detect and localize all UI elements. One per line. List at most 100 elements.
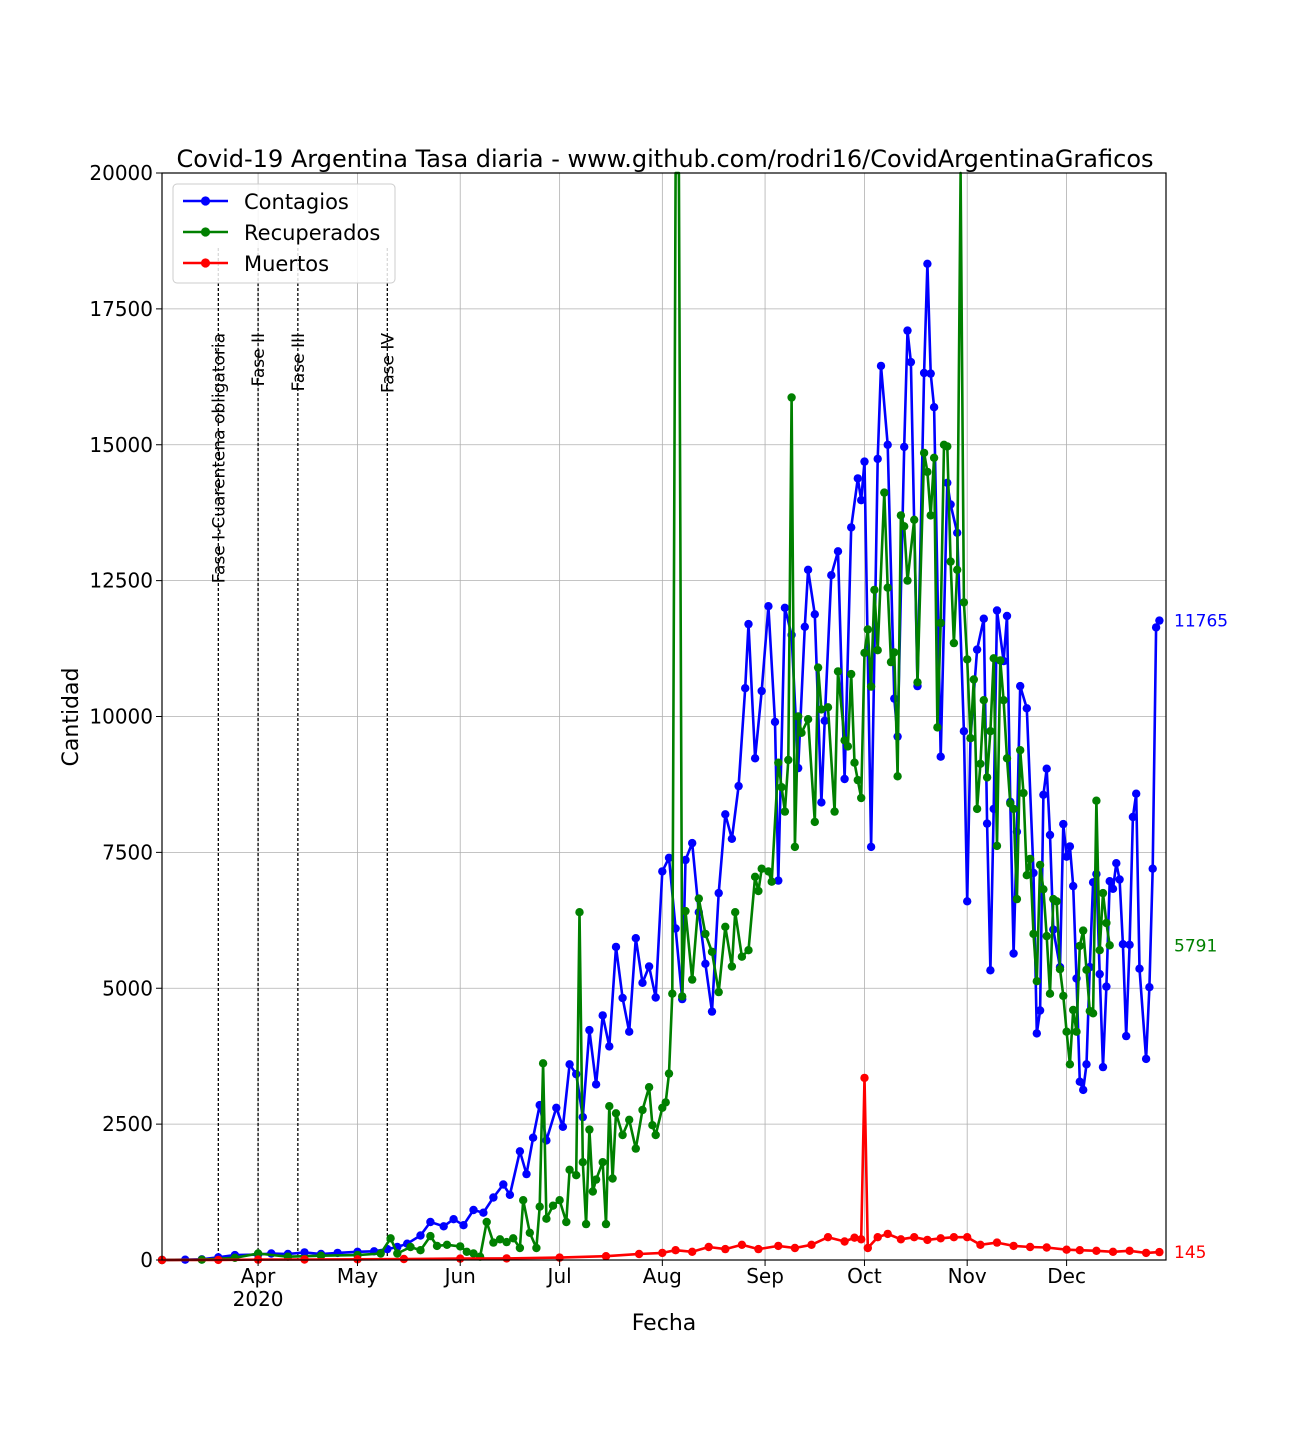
data-point <box>982 819 992 828</box>
data-point <box>929 403 939 412</box>
data-point <box>1062 852 1071 861</box>
data-point <box>1062 1245 1071 1254</box>
data-point <box>1132 789 1141 798</box>
data-point <box>890 648 899 657</box>
data-point <box>807 1240 816 1250</box>
y-axis-label: Cantidad <box>59 668 84 767</box>
data-point <box>1108 1247 1118 1257</box>
data-point <box>585 1025 594 1035</box>
data-point <box>1022 704 1031 713</box>
data-point <box>873 454 882 464</box>
data-point <box>810 610 819 619</box>
data-point <box>803 565 813 574</box>
data-point <box>744 619 753 629</box>
data-point <box>625 1115 634 1125</box>
data-point <box>694 894 703 903</box>
y-tick-label: 5000 <box>102 976 153 1000</box>
data-point <box>820 716 829 725</box>
data-point <box>1002 611 1012 621</box>
data-point <box>489 1193 498 1202</box>
data-point <box>827 571 836 580</box>
data-point <box>900 442 909 452</box>
data-point <box>1105 941 1114 950</box>
data-point <box>982 773 992 782</box>
data-point <box>959 727 969 736</box>
data-point <box>810 817 819 827</box>
data-point <box>1115 875 1124 884</box>
data-point <box>1072 1027 1081 1036</box>
data-point <box>502 1237 511 1247</box>
data-point <box>462 1247 471 1257</box>
data-point <box>853 474 862 483</box>
data-point <box>1069 881 1078 891</box>
x-tick-label: Jun <box>443 1264 476 1288</box>
data-point <box>966 734 975 743</box>
data-point <box>757 686 766 696</box>
data-point <box>949 1233 959 1242</box>
data-point <box>528 1133 538 1142</box>
data-point <box>565 1060 574 1069</box>
data-point <box>999 696 1008 705</box>
data-point <box>509 1234 518 1243</box>
data-point <box>1082 1060 1091 1069</box>
data-point <box>532 1243 541 1253</box>
data-point <box>469 1249 478 1258</box>
data-point <box>406 1242 415 1252</box>
data-point <box>1025 1242 1035 1252</box>
data-point <box>853 775 862 785</box>
data-point <box>803 715 813 724</box>
data-point <box>777 783 786 792</box>
data-point <box>1102 918 1111 928</box>
data-point <box>1042 931 1051 941</box>
data-point <box>1059 819 1068 829</box>
data-point <box>870 585 879 595</box>
data-point <box>750 872 760 881</box>
data-point <box>1141 1054 1151 1064</box>
data-point <box>1118 940 1128 949</box>
data-point <box>847 523 856 532</box>
data-point <box>857 496 866 505</box>
data-point <box>376 1249 385 1258</box>
x-tick-label: Dec <box>1047 1264 1086 1288</box>
data-point <box>1092 1246 1101 1256</box>
end-label-muertos: 145 <box>1174 1243 1206 1263</box>
data-point <box>591 1080 601 1089</box>
legend-label: Muertos <box>244 252 329 276</box>
data-point <box>976 759 985 768</box>
data-point <box>469 1205 478 1215</box>
data-point <box>823 1233 833 1242</box>
y-tick-label: 12500 <box>89 569 153 593</box>
data-point <box>800 622 809 631</box>
data-point <box>770 717 780 727</box>
data-point <box>919 368 929 378</box>
data-point <box>456 1254 465 1263</box>
data-point <box>906 357 916 367</box>
data-point <box>1088 1009 1098 1018</box>
phase-lines: Fase I-Cuarentena obligatoria Fase II Fase… <box>209 248 398 1260</box>
data-point <box>959 598 969 607</box>
data-point <box>943 442 952 451</box>
data-point <box>1009 949 1018 958</box>
data-point <box>1039 790 1048 799</box>
phase-label: Fase IV <box>378 333 398 393</box>
data-point <box>449 1215 458 1224</box>
data-point <box>992 606 1002 615</box>
data-point <box>883 440 892 449</box>
data-point <box>651 993 660 1002</box>
data-point <box>896 1235 906 1244</box>
data-point <box>1032 977 1042 986</box>
data-point <box>353 1255 362 1264</box>
data-point <box>813 663 823 672</box>
data-point <box>903 576 912 585</box>
data-point <box>1035 1006 1045 1015</box>
data-point <box>393 1249 402 1258</box>
data-point <box>704 1242 713 1252</box>
data-point <box>598 1158 607 1167</box>
data-point <box>790 842 800 852</box>
data-point <box>1141 1248 1151 1258</box>
data-point <box>1039 885 1048 894</box>
data-point <box>1095 946 1104 955</box>
end-labels: 11765 5791 145 <box>1174 612 1228 1264</box>
